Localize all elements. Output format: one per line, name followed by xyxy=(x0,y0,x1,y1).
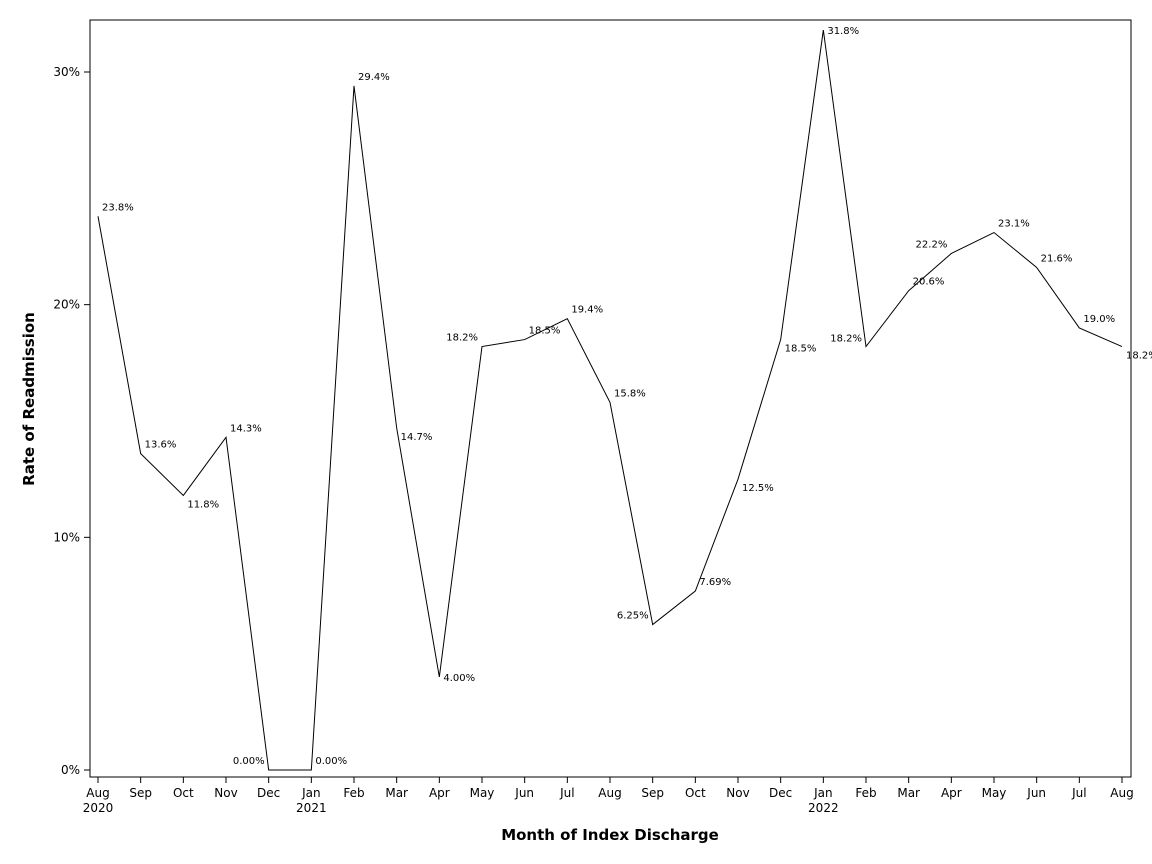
y-tick-label: 0% xyxy=(61,763,80,777)
x-tick-label: Apr xyxy=(429,786,450,800)
data-label: 15.8% xyxy=(614,388,646,399)
x-year-label: 2020 xyxy=(83,801,114,815)
data-label: 7.69% xyxy=(699,577,731,588)
x-tick-label: Jan xyxy=(813,786,833,800)
data-label: 14.3% xyxy=(230,423,262,434)
data-label: 11.8% xyxy=(187,499,219,510)
data-label: 18.2% xyxy=(830,334,862,345)
x-tick-label: Oct xyxy=(685,786,706,800)
data-label: 20.6% xyxy=(913,277,945,288)
x-tick-label: Feb xyxy=(343,786,364,800)
x-tick-label: Sep xyxy=(641,786,664,800)
data-label: 18.2% xyxy=(446,333,478,344)
x-tick-label: Oct xyxy=(173,786,194,800)
y-tick-label: 30% xyxy=(53,65,80,79)
x-tick-label: Jun xyxy=(1026,786,1046,800)
data-label: 23.1% xyxy=(998,219,1030,230)
data-label: 0.00% xyxy=(315,756,347,767)
data-label: 14.7% xyxy=(401,432,433,443)
series-line xyxy=(97,30,1123,771)
y-tick-label: 20% xyxy=(53,298,80,312)
x-tick-label: Jan xyxy=(301,786,321,800)
x-tick-label: Feb xyxy=(855,786,876,800)
plot-frame xyxy=(89,19,1132,778)
data-label: 12.5% xyxy=(742,483,774,494)
data-label: 13.6% xyxy=(145,440,177,451)
data-label: 18.2% xyxy=(1126,351,1152,362)
x-tick-label: Aug xyxy=(1110,786,1133,800)
y-tick-label: 10% xyxy=(53,530,80,544)
x-tick-label: Jul xyxy=(559,786,574,800)
x-tick-label: Sep xyxy=(129,786,152,800)
x-tick-label: Aug xyxy=(598,786,621,800)
x-tick-label: Nov xyxy=(214,786,237,800)
x-tick-label: Mar xyxy=(385,786,408,800)
x-tick-label: Jun xyxy=(514,786,534,800)
data-label: 18.5% xyxy=(785,344,817,355)
x-tick-label: Nov xyxy=(726,786,749,800)
data-label: 0.00% xyxy=(233,756,265,767)
x-tick-label: Dec xyxy=(769,786,792,800)
x-tick-label: Apr xyxy=(941,786,962,800)
x-tick-label: Mar xyxy=(897,786,920,800)
data-label: 6.25% xyxy=(617,611,649,622)
data-labels: 23.8% 13.6% 11.8% 14.3% 0.00% 0.00% 29.4% 14.7%… xyxy=(102,26,1152,767)
x-tick-label: May xyxy=(982,786,1007,800)
x-year-label: 2022 xyxy=(808,801,839,815)
data-label: 22.2% xyxy=(916,239,948,250)
x-tick-label: Aug xyxy=(86,786,109,800)
data-label: 21.6% xyxy=(1041,253,1073,264)
y-axis-title: Rate of Readmission xyxy=(20,312,38,486)
data-label: 4.00% xyxy=(443,673,475,684)
data-label: 18.5% xyxy=(529,326,561,337)
x-tick-label: Jul xyxy=(1071,786,1086,800)
y-axis: 0% 10% 20% 30% xyxy=(53,65,90,777)
x-tick-label: May xyxy=(470,786,495,800)
data-label: 19.4% xyxy=(571,305,603,316)
data-label: 31.8% xyxy=(827,26,859,37)
data-label: 23.8% xyxy=(102,202,134,213)
data-label: 19.0% xyxy=(1083,314,1115,325)
x-axis: Aug Sep Oct Nov Dec Jan Feb Mar Apr May Jun Jul Aug S… xyxy=(83,777,1134,815)
x-year-label: 2021 xyxy=(296,801,327,815)
x-tick-label: Dec xyxy=(257,786,280,800)
x-axis-title: Month of Index Discharge xyxy=(501,826,719,844)
data-label: 29.4% xyxy=(358,72,390,83)
